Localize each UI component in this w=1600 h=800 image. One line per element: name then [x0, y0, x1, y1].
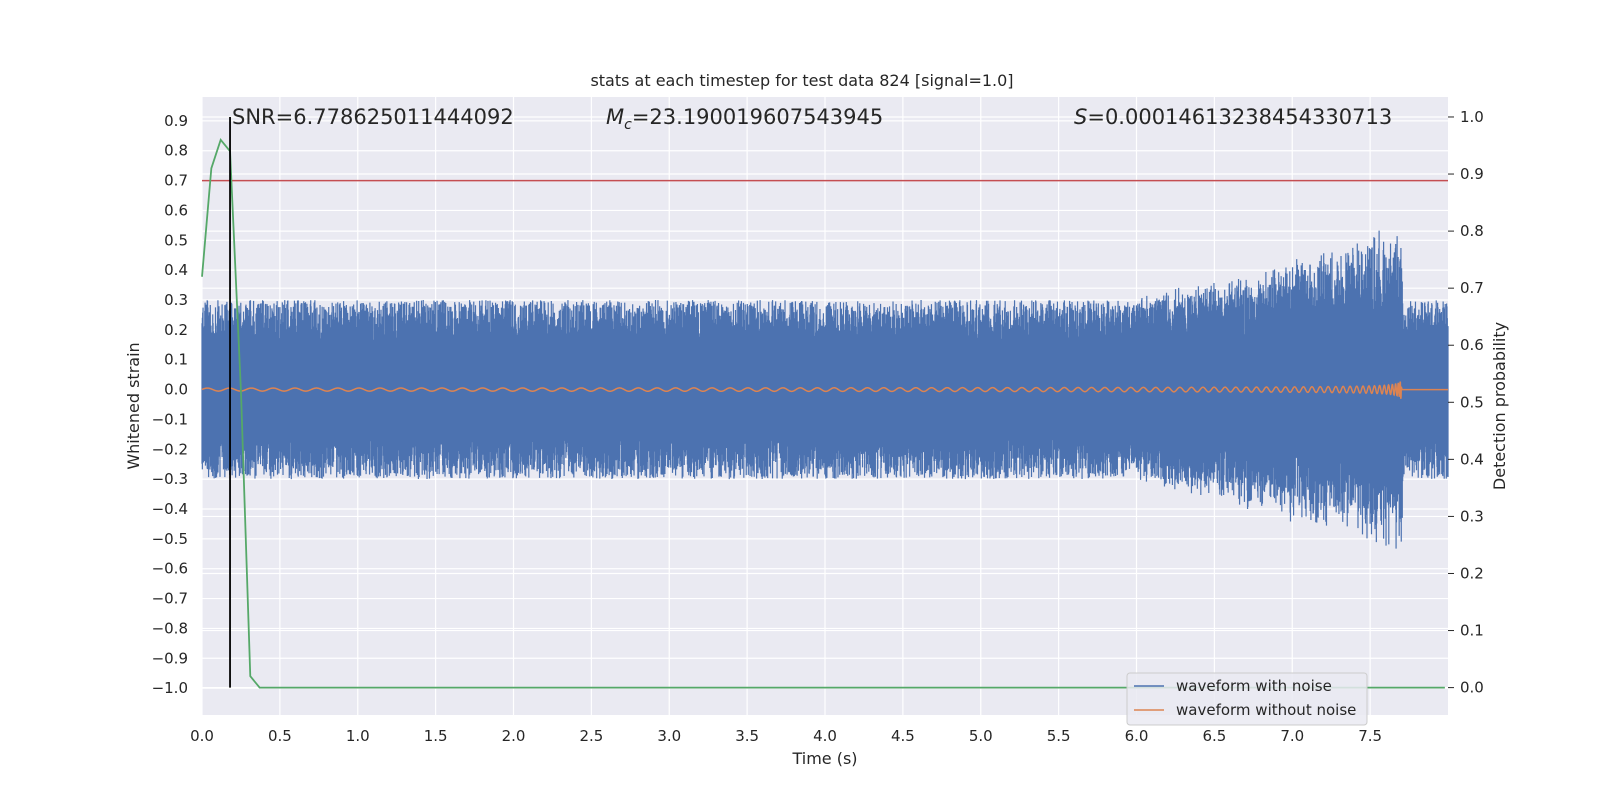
y-tick-label-15: −0.6 [152, 560, 188, 578]
legend-label-noise: waveform with noise [1176, 677, 1332, 695]
y2-tick-label-2: 0.8 [1460, 222, 1484, 240]
y2-tick-label-8: 0.2 [1460, 564, 1484, 582]
y2-tick-label-9: 0.1 [1460, 622, 1484, 640]
y-tick-label-13: −0.4 [152, 500, 188, 518]
y2-tick-label-5: 0.5 [1460, 393, 1484, 411]
y2-tick-label-4: 0.6 [1460, 336, 1484, 354]
y-axis-label: Whitened strain [124, 342, 143, 469]
x-tick-label-12: 6.0 [1125, 727, 1149, 745]
legend-label-clean: waveform without noise [1176, 701, 1356, 719]
chirp-mass-subscript: c [624, 117, 632, 133]
y-tick-label-4: 0.5 [164, 231, 188, 249]
y-tick-label-3: 0.6 [164, 201, 188, 219]
s-annotation: S=0.00014613238454330713 [1074, 105, 1392, 129]
y2-tick-label-7: 0.3 [1460, 507, 1484, 525]
y-tick-label-17: −0.8 [152, 619, 188, 637]
x-tick-label-8: 4.0 [813, 727, 837, 745]
s-value: =0.00014613238454330713 [1087, 105, 1392, 129]
y-tick-label-5: 0.4 [164, 261, 188, 279]
y-tick-label-19: −1.0 [152, 679, 188, 697]
clean-trace [201, 381, 1448, 399]
x-tick-label-5: 2.5 [579, 727, 603, 745]
y2-tick-label-6: 0.4 [1460, 450, 1484, 468]
y2-tick-label-0: 1.0 [1460, 108, 1484, 126]
x-tick-label-10: 5.0 [969, 727, 993, 745]
y-tick-label-1: 0.8 [164, 142, 188, 160]
x-tick-label-6: 3.0 [657, 727, 681, 745]
y-tick-label-7: 0.2 [164, 321, 188, 339]
s-symbol: S [1074, 105, 1087, 129]
y-tick-label-14: −0.5 [152, 530, 188, 548]
y-tick-label-16: −0.7 [152, 590, 188, 608]
y2-tick-label-3: 0.7 [1460, 279, 1484, 297]
chart-title: stats at each timestep for test data 824… [590, 71, 1013, 90]
x-tick-label-15: 7.5 [1358, 727, 1382, 745]
chirp-mass-annotation: Mc=23.190019607543945 [606, 105, 883, 133]
y2-tick-label-10: 0.0 [1460, 679, 1484, 697]
x-axis-label: Time (s) [791, 749, 857, 768]
y-tick-label-2: 0.7 [164, 172, 188, 190]
chirp-mass-symbol: M [606, 105, 624, 129]
x-tick-label-1: 0.5 [268, 727, 292, 745]
y-tick-label-9: 0.0 [164, 381, 188, 399]
x-tick-label-13: 6.5 [1202, 727, 1226, 745]
legend: waveform with noise waveform without noi… [1126, 672, 1368, 726]
y-axis-ticks: 0.9 0.8 0.7 0.6 0.5 0.4 0.3 0.2 0.1 0.0 −0.1 −0.2 −0… [152, 112, 188, 697]
x-tick-label-9: 4.5 [891, 727, 915, 745]
y-tick-label-8: 0.1 [164, 351, 188, 369]
legend-box [1126, 672, 1368, 726]
y-tick-label-18: −0.9 [152, 649, 188, 667]
waveform-without-noise-line [201, 381, 1448, 399]
x-tick-label-7: 3.5 [735, 727, 759, 745]
y-tick-label-11: −0.2 [152, 440, 188, 458]
x-tick-label-11: 5.5 [1047, 727, 1071, 745]
y-tick-label-6: 0.3 [164, 291, 188, 309]
y-tick-label-10: −0.1 [152, 410, 188, 428]
y-tick-label-0: 0.9 [164, 112, 188, 130]
chirp-mass-value: =23.190019607543945 [632, 105, 883, 129]
x-tick-label-14: 7.0 [1280, 727, 1304, 745]
snr-annotation: SNR=6.778625011444092 [232, 105, 514, 129]
x-tick-label-3: 1.5 [424, 727, 448, 745]
y-tick-label-12: −0.3 [152, 470, 188, 488]
y2-tick-label-1: 0.9 [1460, 165, 1484, 183]
y2-axis-label: Detection probability [1490, 322, 1509, 490]
x-tick-label-2: 1.0 [346, 727, 370, 745]
x-axis-ticks: 0.0 0.5 1.0 1.5 2.0 2.5 3.0 3.5 4.0 4.5 5.0 5.5 6.0 6… [190, 727, 1382, 745]
x-tick-label-4: 2.0 [502, 727, 526, 745]
x-tick-label-0: 0.0 [190, 727, 214, 745]
y2-axis-ticks: 1.0 0.9 0.8 0.7 0.6 0.5 0.4 0.3 0.2 0.1 0.0 [1448, 108, 1484, 697]
